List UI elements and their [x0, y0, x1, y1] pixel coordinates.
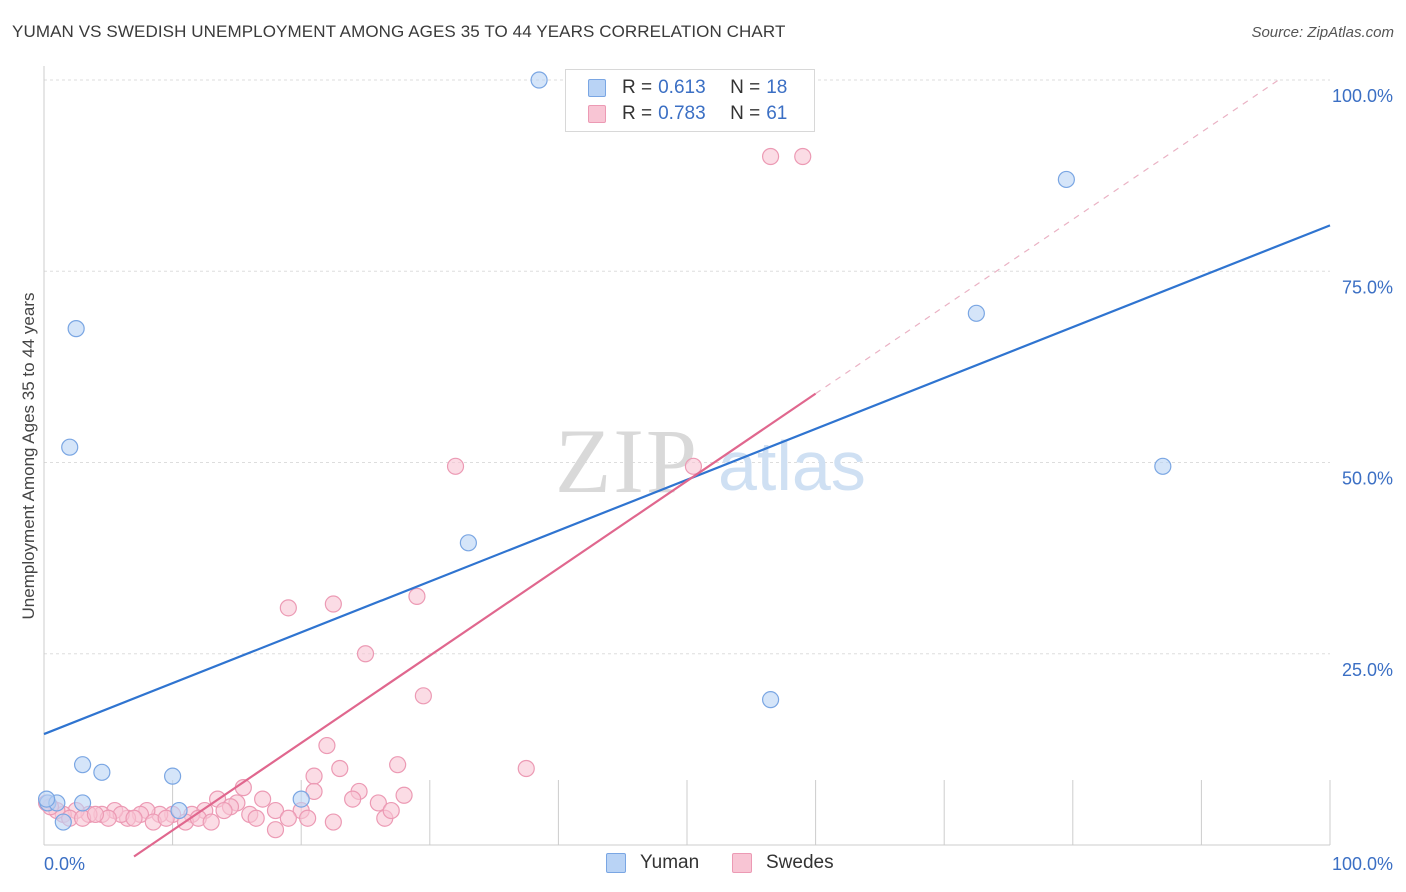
- point-yuman: [164, 767, 182, 785]
- point-yuman: [93, 763, 111, 781]
- point-yuman: [61, 438, 79, 456]
- legend-n-label: N =: [730, 103, 761, 124]
- point-yuman: [530, 71, 548, 89]
- source-label: Source: ZipAtlas.com: [1251, 24, 1394, 41]
- point-swedes: [395, 786, 413, 804]
- legend-swatch-yuman: [588, 79, 606, 97]
- point-swedes: [344, 790, 362, 808]
- point-swedes: [254, 790, 272, 808]
- point-yuman: [67, 320, 85, 338]
- legend-r-label: R =: [622, 77, 653, 98]
- series-swatch-swedes: [732, 853, 752, 873]
- point-yuman: [73, 756, 92, 774]
- legend-n-value-yuman: 18: [766, 77, 788, 98]
- chart-title: YUMAN VS SWEDISH UNEMPLOYMENT AMONG AGES…: [12, 22, 786, 41]
- legend-r-label: R =: [622, 103, 653, 124]
- point-swedes: [324, 595, 342, 613]
- point-swedes: [356, 645, 375, 663]
- point-yuman: [54, 813, 72, 831]
- y-tick-label: 75.0%: [1342, 277, 1393, 297]
- legend-r-value-swedes: 0.783: [658, 103, 706, 124]
- trend-lines: [43, 79, 1331, 858]
- point-swedes: [684, 457, 703, 475]
- axis-labels: 25.0% 50.0% 75.0% 100.0% 0.0% 100.0% Unemploym…: [19, 86, 1393, 874]
- point-swedes: [266, 801, 285, 820]
- point-yuman: [37, 790, 56, 808]
- point-swedes: [369, 794, 387, 812]
- point-swedes: [247, 809, 265, 827]
- point-swedes: [305, 767, 323, 785]
- point-yuman: [292, 790, 310, 808]
- point-swedes: [215, 801, 233, 820]
- series-swatch-yuman: [606, 853, 626, 873]
- point-swedes: [414, 687, 432, 705]
- point-swedes: [305, 782, 323, 801]
- point-yuman: [459, 534, 477, 552]
- data-points: [37, 71, 1172, 839]
- point-swedes: [517, 759, 535, 778]
- series-label-swedes: Swedes: [766, 852, 834, 873]
- point-swedes: [279, 809, 297, 827]
- series-legend-yuman: Yuman: [606, 852, 699, 874]
- point-swedes: [157, 809, 175, 827]
- trend-extension-swedes: [815, 79, 1279, 395]
- point-yuman: [1154, 457, 1172, 475]
- series-legend-swedes: Swedes: [732, 852, 834, 874]
- axes: [43, 66, 1330, 846]
- point-swedes: [408, 587, 426, 605]
- point-swedes: [279, 599, 297, 617]
- legend-n-value-swedes: 61: [766, 103, 788, 124]
- point-yuman: [170, 801, 188, 820]
- legend-swatch-swedes: [588, 105, 606, 123]
- trend-line-swedes: [133, 392, 817, 858]
- stats-legend: R = 0.613 N = 18 R = 0.783 N = 61: [565, 69, 815, 132]
- point-swedes: [382, 801, 400, 820]
- point-swedes: [324, 813, 342, 831]
- point-swedes: [446, 457, 465, 475]
- legend-n-label: N =: [730, 77, 761, 98]
- point-swedes: [389, 756, 407, 774]
- point-swedes: [794, 147, 812, 166]
- point-swedes: [266, 821, 285, 839]
- point-yuman: [73, 794, 92, 812]
- legend-row-yuman: R = 0.613 N = 18: [588, 76, 787, 100]
- point-yuman: [1057, 170, 1075, 189]
- legend-row-swedes: R = 0.783 N = 61: [588, 102, 787, 126]
- watermark: ZIP atlas: [555, 410, 866, 512]
- y-tick-label: 100.0%: [1332, 86, 1393, 106]
- point-swedes: [331, 759, 349, 778]
- y-tick-label: 50.0%: [1342, 469, 1393, 489]
- watermark-zip: ZIP: [555, 410, 699, 512]
- x-tick-label: 100.0%: [1332, 854, 1393, 874]
- point-swedes: [125, 809, 143, 827]
- y-axis-title: Unemployment Among Ages 35 to 44 years: [19, 293, 38, 620]
- point-swedes: [86, 805, 105, 824]
- x-tick-label: 0.0%: [44, 854, 85, 874]
- y-tick-label: 25.0%: [1342, 660, 1393, 680]
- point-yuman: [761, 691, 780, 709]
- point-swedes: [761, 147, 780, 166]
- point-yuman: [967, 304, 985, 322]
- point-swedes: [318, 736, 336, 755]
- legend-r-value-yuman: 0.613: [658, 77, 706, 98]
- series-label-yuman: Yuman: [640, 852, 700, 873]
- watermark-atlas: atlas: [718, 427, 866, 505]
- point-swedes: [202, 813, 220, 831]
- series-legend: Yuman Swedes: [0, 852, 1406, 878]
- point-swedes: [299, 809, 317, 827]
